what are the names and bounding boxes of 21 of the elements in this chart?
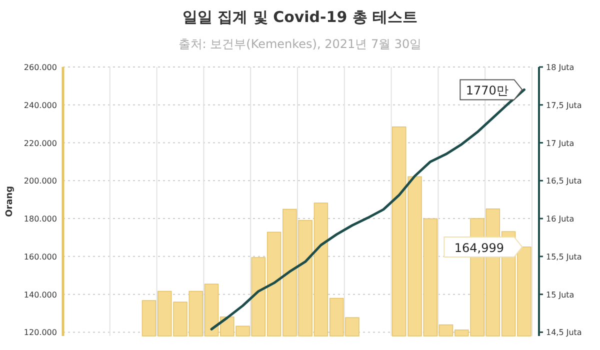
annotation: 164,999 — [454, 240, 504, 255]
y-tick-label: 140.000 — [24, 290, 57, 300]
y-tick-label: 240.000 — [24, 100, 57, 110]
y2-tick-label: 15 Juta — [546, 290, 574, 300]
y2-tick-label: 17 Juta — [546, 138, 574, 148]
annotation: 1770만 — [466, 84, 508, 98]
y2-tick-label: 15,5 Juta — [546, 252, 582, 262]
y-tick-label: 260.000 — [24, 63, 57, 72]
y-tick-label: 180.000 — [24, 214, 57, 224]
y-tick-label: 120.000 — [24, 328, 57, 338]
y-axis-title: Orang — [5, 186, 15, 218]
y2-tick-label: 16 Juta — [546, 214, 574, 224]
chart-subtitle: 출처: 보건부(Kemenkes), 2021년 7월 30일 — [178, 37, 422, 51]
y2-tick-label: 16,5 Juta — [546, 176, 582, 186]
y2-tick-label: 14,5 Juta — [546, 328, 582, 338]
y-tick-label: 160.000 — [24, 252, 57, 262]
y-tick-label: 200.000 — [24, 176, 57, 186]
chart-title: 일일 집계 및 Covid-19 총 테스트 — [182, 8, 418, 26]
y-tick-label: 220.000 — [24, 138, 57, 148]
y2-tick-label: 18 Juta — [546, 63, 574, 72]
y2-tick-label: 17,5 Juta — [546, 100, 582, 110]
